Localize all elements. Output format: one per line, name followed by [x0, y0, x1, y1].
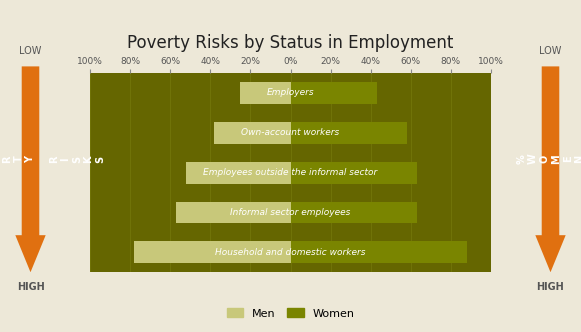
Text: Informal sector employees: Informal sector employees [230, 208, 351, 217]
Text: LOW: LOW [19, 46, 42, 56]
Bar [187, 162, 290, 184]
Text: HIGH: HIGH [17, 282, 44, 292]
Text: Household and domestic workers: Household and domestic workers [215, 248, 366, 257]
Text: %
W
O
M
E
N: % W O M E N [517, 154, 581, 164]
Bar [241, 82, 290, 104]
Bar [290, 82, 376, 104]
Polygon shape [535, 66, 566, 272]
Bar [290, 202, 417, 223]
Text: Employees outside the informal sector: Employees outside the informal sector [203, 168, 378, 177]
Bar [290, 122, 407, 144]
Text: Employers: Employers [267, 88, 314, 98]
Bar [176, 202, 290, 223]
Title: Poverty Risks by Status in Employment: Poverty Risks by Status in Employment [127, 34, 454, 52]
Bar [214, 122, 290, 144]
Text: Own-account workers: Own-account workers [241, 128, 340, 137]
Bar [134, 241, 290, 263]
Bar [290, 162, 417, 184]
Polygon shape [15, 66, 46, 272]
Text: LOW: LOW [539, 46, 562, 56]
Text: HIGH: HIGH [537, 282, 564, 292]
Text: P
O
V
E
R
T
Y
 
R
I
S
K
S: P O V E R T Y R I S K S [0, 155, 105, 163]
Bar [290, 241, 467, 263]
Legend: Men, Women: Men, Women [222, 304, 359, 323]
